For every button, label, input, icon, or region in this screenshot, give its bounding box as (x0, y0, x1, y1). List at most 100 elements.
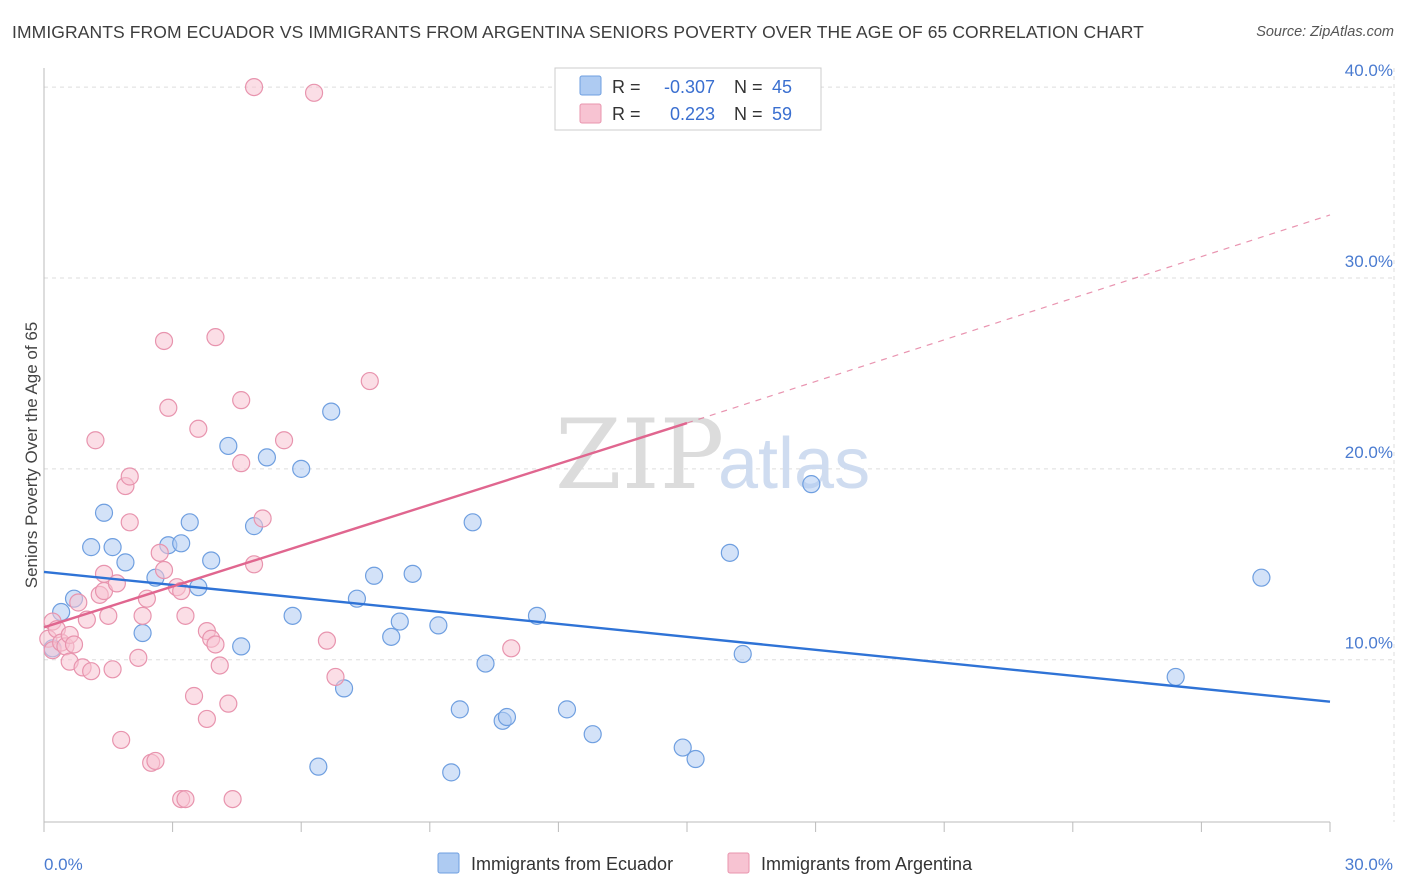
point-argentina (502, 639, 521, 658)
trend-line-extension-argentina (686, 214, 1331, 424)
point-argentina (82, 662, 101, 681)
point-ecuador (94, 503, 114, 522)
point-argentina (326, 667, 345, 687)
point-argentina (150, 543, 169, 562)
point-ecuador (180, 513, 199, 532)
chart-title: IMMIGRANTS FROM ECUADOR VS IMMIGRANTS FR… (12, 22, 1144, 42)
point-argentina (232, 454, 251, 473)
series-ecuador (43, 402, 1271, 782)
point-argentina (360, 371, 379, 391)
y-axis-label: Seniors Poverty Over the Age of 65 (22, 322, 41, 588)
point-ecuador (116, 553, 135, 572)
legend-n-label-ecuador: N = (734, 77, 763, 97)
point-argentina (210, 656, 229, 675)
point-ecuador (103, 538, 122, 557)
point-ecuador (309, 757, 328, 776)
point-argentina (120, 513, 139, 532)
point-argentina (206, 328, 225, 347)
watermark-zip: ZIP (555, 399, 724, 511)
point-argentina (317, 631, 337, 650)
trend-lines (43, 214, 1331, 703)
point-argentina (129, 648, 148, 667)
point-ecuador (202, 551, 221, 570)
point-argentina (69, 593, 88, 612)
point-argentina (232, 391, 251, 410)
y-tick-label: 20.0% (1345, 443, 1393, 462)
point-argentina (86, 431, 105, 450)
point-ecuador (673, 738, 692, 757)
y-tick-label: 30.0% (1345, 252, 1393, 271)
bottom-legend-swatch-ecuador (437, 852, 460, 874)
point-argentina (112, 730, 131, 750)
x-tick-label: 0.0% (44, 855, 83, 874)
point-argentina (223, 789, 242, 809)
point-ecuador (292, 459, 311, 478)
point-argentina (304, 83, 324, 102)
point-ecuador (257, 448, 277, 467)
source-label: Source: ZipAtlas.com (1256, 24, 1394, 40)
series-argentina (39, 77, 521, 809)
point-argentina (133, 606, 152, 625)
y-tick-label: 40.0% (1345, 61, 1393, 80)
point-ecuador (450, 700, 469, 719)
legend-swatch-ecuador (579, 75, 602, 96)
legend-r-label-ecuador: R = (612, 77, 641, 97)
point-ecuador (1252, 568, 1271, 587)
series-legend: Immigrants from Ecuador Immigrants from … (437, 852, 973, 874)
point-ecuador (219, 436, 238, 456)
point-argentina (244, 77, 264, 97)
point-ecuador (720, 543, 739, 562)
point-ecuador (1166, 667, 1185, 687)
point-ecuador (583, 725, 602, 744)
point-argentina (206, 635, 225, 654)
point-argentina (219, 694, 238, 713)
point-ecuador (364, 566, 384, 585)
point-ecuador (172, 534, 191, 553)
axes (43, 68, 1331, 832)
point-argentina (189, 419, 208, 438)
legend-n-value-ecuador: 45 (772, 77, 792, 97)
point-argentina (120, 467, 139, 486)
point-ecuador (390, 612, 409, 631)
correlation-legend: R = -0.307 N = 45 R = 0.223 N = 59 (554, 67, 822, 131)
point-ecuador (497, 707, 517, 727)
point-ecuador (686, 749, 705, 769)
legend-r-value-ecuador: -0.307 (664, 77, 715, 97)
point-argentina (197, 709, 216, 729)
legend-n-label-argentina: N = (734, 104, 763, 124)
point-argentina (159, 398, 178, 417)
point-ecuador (322, 402, 341, 421)
point-argentina (184, 686, 204, 706)
point-ecuador (382, 627, 401, 646)
point-argentina (176, 789, 195, 809)
x-tick-label: 30.0% (1345, 855, 1393, 874)
point-ecuador (463, 513, 482, 532)
point-ecuador (133, 623, 152, 643)
point-argentina (146, 751, 165, 771)
point-ecuador (429, 616, 448, 635)
bottom-legend-label-ecuador: Immigrants from Ecuador (471, 854, 673, 874)
trend-line-argentina (43, 421, 688, 629)
tick-labels: 10.0% 20.0% 30.0% 40.0% 0.0% 30.0% (44, 61, 1393, 874)
legend-r-value-argentina: 0.223 (670, 104, 715, 124)
point-ecuador (733, 644, 752, 664)
point-ecuador (476, 654, 495, 673)
legend-r-label-argentina: R = (612, 104, 641, 124)
point-argentina (274, 431, 294, 450)
point-argentina (103, 660, 122, 679)
point-argentina (154, 560, 174, 580)
point-ecuador (403, 564, 422, 583)
legend-swatch-argentina (579, 103, 602, 124)
point-ecuador (557, 700, 577, 719)
point-ecuador (82, 538, 101, 557)
point-argentina (107, 574, 126, 593)
point-ecuador (283, 606, 302, 625)
legend-n-value-argentina: 59 (772, 104, 792, 124)
point-argentina (64, 635, 84, 654)
bottom-legend-label-argentina: Immigrants from Argentina (761, 854, 973, 874)
point-argentina (253, 509, 272, 528)
trend-line-ecuador (43, 570, 1331, 703)
point-argentina (176, 606, 195, 625)
watermark-atlas: atlas (718, 424, 870, 504)
